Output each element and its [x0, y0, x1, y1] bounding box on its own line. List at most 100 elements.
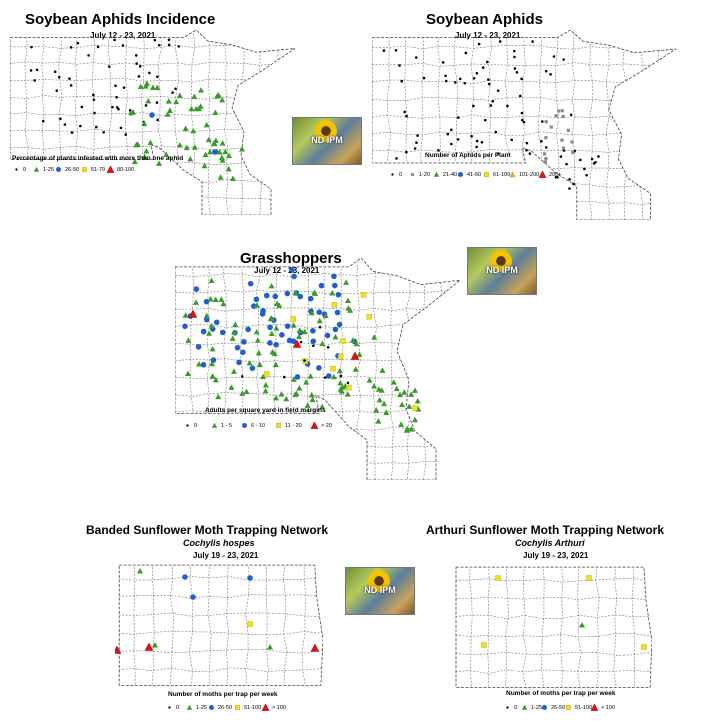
legend-symbol-icon [509, 171, 516, 178]
legend-item: 1-20 [408, 170, 430, 179]
legend-item: 80-100 [106, 165, 134, 174]
aphid-incidence-map [10, 30, 296, 215]
legend-label: > 20 [321, 422, 332, 429]
legend-symbol-icon [566, 705, 571, 710]
legend-item: 51-79 [80, 165, 105, 174]
legend-label: 51-100 [244, 704, 262, 711]
legend-label: 1-20 [419, 171, 431, 178]
legend-label: 0 [23, 166, 27, 173]
legend-symbol-icon [55, 166, 62, 173]
aphid-incidence-title: Soybean Aphids Incidence [25, 11, 216, 28]
legend-item: 6 - 10 [240, 421, 265, 430]
legend-symbol-icon [235, 705, 240, 710]
nd-ipm-logo: ND IPM [345, 567, 415, 615]
legend-item: 0 [503, 703, 517, 712]
nd-ipm-logo: ND IPM [292, 117, 362, 165]
legend-symbol-icon [391, 173, 394, 176]
legend-label: 200+ [549, 171, 562, 178]
legend-symbol-icon [457, 171, 464, 178]
legend-symbol-icon [241, 422, 248, 429]
legend-symbol-icon [15, 168, 18, 171]
arthuri-moth-legend-title: Number of moths per trap per week [506, 690, 616, 697]
legend-item: 1 - 5 [210, 421, 232, 430]
legend-item: 1-25 [185, 703, 207, 712]
legend-symbol-icon [186, 704, 193, 710]
legend-item: 101-200 [508, 170, 539, 179]
legend-item: 0 [12, 165, 26, 174]
arthuri-moth-species: Cochylis Arthuri [515, 538, 585, 548]
legend-symbol-icon [506, 706, 509, 709]
legend-symbol-icon [106, 165, 115, 173]
legend-symbol-icon [541, 704, 548, 711]
legend-symbol-icon [538, 170, 547, 178]
legend-item: 11 - 20 [274, 421, 302, 430]
arthuri-moth-map [455, 566, 652, 688]
arthuri-moth-title: Arthuri Sunflower Moth Trapping Network [426, 523, 664, 537]
legend-item: 0 [183, 421, 197, 430]
legend-symbol-icon [211, 422, 218, 428]
banded-moth-date: July 19 - 23, 2021 [193, 551, 259, 560]
legend-label: 1-25 [43, 166, 55, 173]
legend-item: > 100 [590, 703, 615, 712]
grasshoppers-legend-title: Adults per square yard in field margins [205, 407, 326, 414]
aphid-count-legend-title: Number of Aphids per Plant [425, 152, 511, 159]
legend-item: 26-50 [540, 703, 565, 712]
legend-item: 200+ [538, 170, 561, 179]
legend-label: 1 - 5 [221, 422, 233, 429]
aphid-count-date: July 12 - 23, 2021 [455, 31, 521, 40]
grasshoppers-map [175, 258, 462, 480]
banded-moth-title: Banded Sunflower Moth Trapping Network [86, 523, 329, 537]
legend-symbol-icon [82, 167, 87, 172]
banded-moth-legend-title: Number of moths per trap per week [168, 691, 278, 698]
arthuri-moth-date: July 19 - 23, 2021 [523, 551, 589, 560]
legend-item: 1-25 [32, 165, 54, 174]
legend-symbol-icon [261, 703, 270, 711]
legend-label: 1-25 [196, 704, 208, 711]
legend-item: 41-60 [456, 170, 481, 179]
legend-item: 21-40 [432, 170, 457, 179]
aphid-incidence-date: July 12 - 23, 2021 [90, 31, 156, 40]
nd-ipm-logo: ND IPM [467, 247, 537, 295]
grasshoppers-date: July 12 - 23, 2021 [254, 266, 320, 275]
legend-symbol-icon [521, 704, 528, 710]
legend-label: > 100 [601, 704, 615, 711]
legend-item: 0 [388, 170, 402, 179]
legend-symbol-icon [310, 421, 319, 429]
legend-symbol-icon [208, 704, 215, 711]
legend-label: 6 - 10 [251, 422, 266, 429]
legend-label: 26-50 [551, 704, 566, 711]
legend-label: 51-100 [575, 704, 593, 711]
legend-label: 51-79 [91, 166, 106, 173]
legend-label: 1-25 [531, 704, 543, 711]
legend-label: 0 [514, 704, 518, 711]
legend-item: 1-25 [520, 703, 542, 712]
legend-item: 26-50 [207, 703, 232, 712]
legend-item: 0 [165, 703, 179, 712]
legend-item: > 100 [261, 703, 286, 712]
legend-label: 26-50 [65, 166, 80, 173]
legend-symbol-icon [186, 424, 189, 427]
legend-label: 0 [399, 171, 403, 178]
legend-symbol-icon [411, 173, 414, 176]
legend-symbol-icon [484, 172, 489, 177]
legend-item: 51-100 [233, 703, 261, 712]
legend-label: 80-100 [117, 166, 135, 173]
legend-label: 0 [194, 422, 198, 429]
legend-label: 101-200 [519, 171, 540, 178]
legend-label: 0 [176, 704, 180, 711]
aphid-count-map [372, 30, 677, 220]
legend-label: 61-100 [493, 171, 511, 178]
banded-moth-species: Cochylis hospes [183, 538, 255, 548]
banded-moth-map [115, 564, 323, 686]
legend-label: 41-60 [467, 171, 482, 178]
legend-label: 11 - 20 [285, 422, 302, 429]
legend-item: > 20 [310, 421, 332, 430]
legend-symbol-icon [168, 706, 171, 709]
legend-symbol-icon [33, 166, 40, 172]
legend-symbol-icon [433, 171, 440, 177]
legend-label: > 100 [272, 704, 286, 711]
legend-symbol-icon [590, 703, 599, 711]
legend-symbol-icon [276, 423, 281, 428]
grasshoppers-title: Grasshoppers [240, 250, 342, 267]
legend-item: 26-50 [54, 165, 79, 174]
